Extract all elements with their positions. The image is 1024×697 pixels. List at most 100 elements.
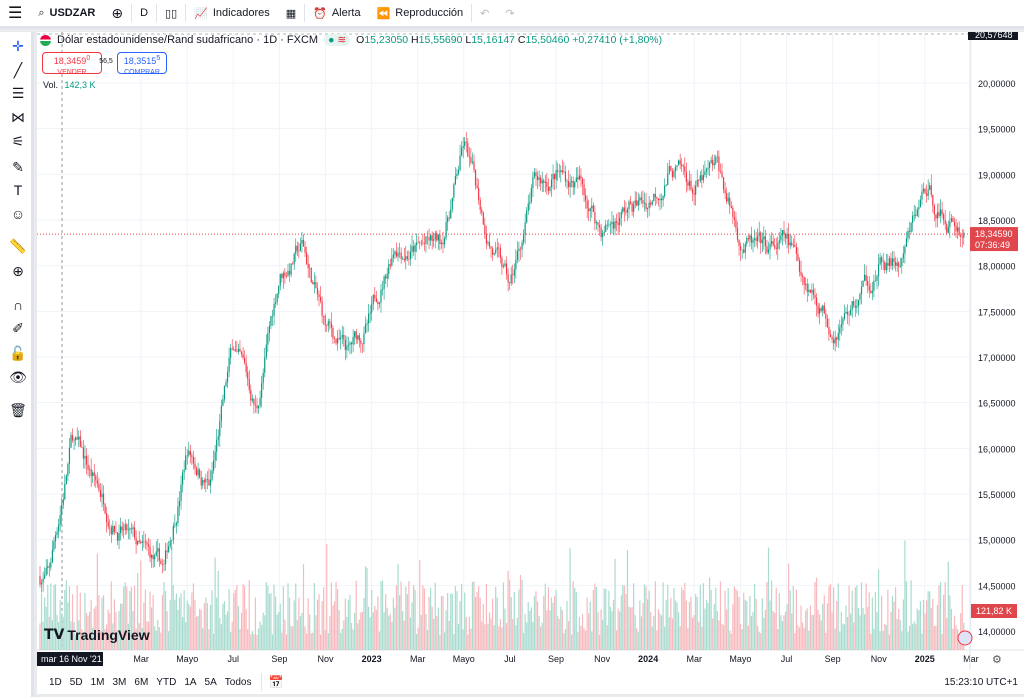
volume-bar: [685, 600, 687, 650]
volume-bar: [939, 582, 942, 650]
volume-bar: [905, 581, 908, 650]
calendar-icon[interactable]: 📅: [268, 675, 284, 689]
volume-bar: [330, 582, 332, 650]
volume-bar: [481, 621, 483, 650]
candle-body: [788, 233, 790, 246]
candle-body: [270, 315, 272, 326]
flag-icon: [40, 34, 51, 46]
flag-event-icon[interactable]: [957, 630, 973, 646]
brush-icon[interactable]: ✎: [12, 158, 24, 175]
settings-icon[interactable]: ⚙: [992, 654, 1002, 666]
candle-body: [722, 177, 725, 190]
range-todos[interactable]: Todos: [224, 676, 252, 688]
volume-bar: [85, 613, 88, 650]
volume-bar: [482, 603, 484, 650]
candle-body: [527, 203, 529, 212]
layouts-button[interactable]: ▦: [278, 0, 304, 28]
volume-bar: [445, 610, 447, 650]
candle-body: [589, 208, 591, 212]
range-6m[interactable]: 6M: [134, 676, 149, 688]
replay-button[interactable]: ⏪ Reproducción: [376, 7, 464, 20]
candle-body: [538, 177, 540, 180]
candle-body: [361, 343, 363, 345]
volume-bar: [383, 612, 385, 650]
volume-bar: [476, 591, 478, 650]
symbol-search[interactable]: ⌕ USDZAR: [38, 6, 96, 20]
text-icon[interactable]: T: [13, 182, 23, 198]
compare-button[interactable]: ⊕: [103, 0, 131, 28]
indicators-button[interactable]: 📈 Indicadores: [194, 7, 270, 20]
menu-button[interactable]: ☰: [0, 0, 30, 28]
volume-bar: [735, 589, 737, 650]
candle-body: [637, 200, 639, 206]
prediction-icon[interactable]: ⚟: [11, 132, 25, 149]
candle-body: [366, 323, 368, 325]
trash-icon[interactable]: 🗑: [9, 401, 27, 418]
range-1m[interactable]: 1M: [90, 676, 105, 688]
volume-series: [39, 540, 965, 650]
range-1a[interactable]: 1A: [184, 676, 197, 688]
volume-bar: [459, 601, 461, 650]
sell-button[interactable]: 18,34590 VENDER: [42, 52, 102, 76]
range-5d[interactable]: 5D: [69, 676, 83, 688]
lock-icon[interactable]: 🔓: [9, 344, 27, 361]
volume-bar: [288, 597, 291, 650]
range-5a[interactable]: 5A: [204, 676, 217, 688]
ruler-icon[interactable]: 📏: [9, 237, 27, 254]
chart-type-button[interactable]: ▯▯: [157, 0, 185, 28]
chart-pane[interactable]: 20,00000 19,50000 19,00000 18,50000 18,00000…: [37, 32, 1024, 670]
candle-body: [705, 169, 708, 172]
volume-bar: [913, 621, 915, 650]
range-1d[interactable]: 1D: [49, 676, 62, 688]
candle-body: [636, 200, 638, 206]
volume-bar: [766, 582, 768, 650]
candle-body: [929, 185, 931, 190]
volume-bar: [426, 629, 429, 650]
volume-bar: [42, 621, 44, 650]
interval-button[interactable]: D: [140, 7, 149, 19]
candle-body: [877, 264, 880, 276]
fib-retracement-icon[interactable]: ☰: [11, 84, 25, 101]
candle-body: [276, 293, 278, 303]
volume-bar: [507, 570, 509, 650]
tradingview-logo[interactable]: 𝗧𝗩 TradingView: [44, 626, 150, 643]
trend-line-icon[interactable]: ╱: [13, 61, 23, 78]
crosshair-icon[interactable]: ✛: [12, 37, 24, 54]
volume-bar: [867, 606, 869, 650]
undo-button[interactable]: ↶: [472, 0, 497, 28]
clock[interactable]: 15:23:10 UTC+1: [944, 676, 1018, 688]
candle-body: [833, 339, 835, 344]
candle-body: [721, 171, 723, 178]
pattern-icon[interactable]: ⋈: [11, 108, 25, 125]
volume-bar: [609, 606, 611, 650]
lock-drawing-icon[interactable]: ✐: [12, 319, 24, 336]
candle-body: [113, 526, 115, 532]
candle-body: [921, 191, 923, 200]
emoji-icon[interactable]: ☺: [10, 206, 26, 222]
alert-button[interactable]: ⏰ Alerta: [313, 7, 361, 20]
candle-body: [160, 560, 162, 564]
candle-body: [374, 295, 376, 299]
market-status[interactable]: ● ≋: [324, 34, 351, 46]
candle-body: [67, 463, 69, 476]
magnet-icon[interactable]: ∩: [12, 297, 24, 313]
buy-button[interactable]: 18,35155 COMPRAR: [117, 52, 167, 76]
range-3m[interactable]: 3M: [112, 676, 127, 688]
candle-body: [716, 156, 718, 158]
candle-body: [805, 283, 807, 285]
candle-body: [397, 252, 399, 257]
price-chart[interactable]: 20,00000 19,50000 19,00000 18,50000 18,00000…: [37, 32, 1024, 670]
candle-body: [492, 248, 494, 255]
volume-bar: [819, 614, 821, 650]
volume-bar: [561, 610, 563, 650]
volume-bar: [385, 594, 387, 650]
zoom-in-icon[interactable]: ⊕: [12, 262, 24, 279]
volume-bar: [412, 585, 415, 650]
eye-icon[interactable]: 👁: [9, 368, 27, 385]
volume-bar: [654, 581, 656, 650]
range-ytd[interactable]: YTD: [156, 676, 177, 688]
redo-button[interactable]: ↷: [497, 0, 522, 28]
candle-body: [571, 180, 573, 183]
volume-bar: [656, 630, 658, 650]
candle-body: [674, 166, 677, 172]
